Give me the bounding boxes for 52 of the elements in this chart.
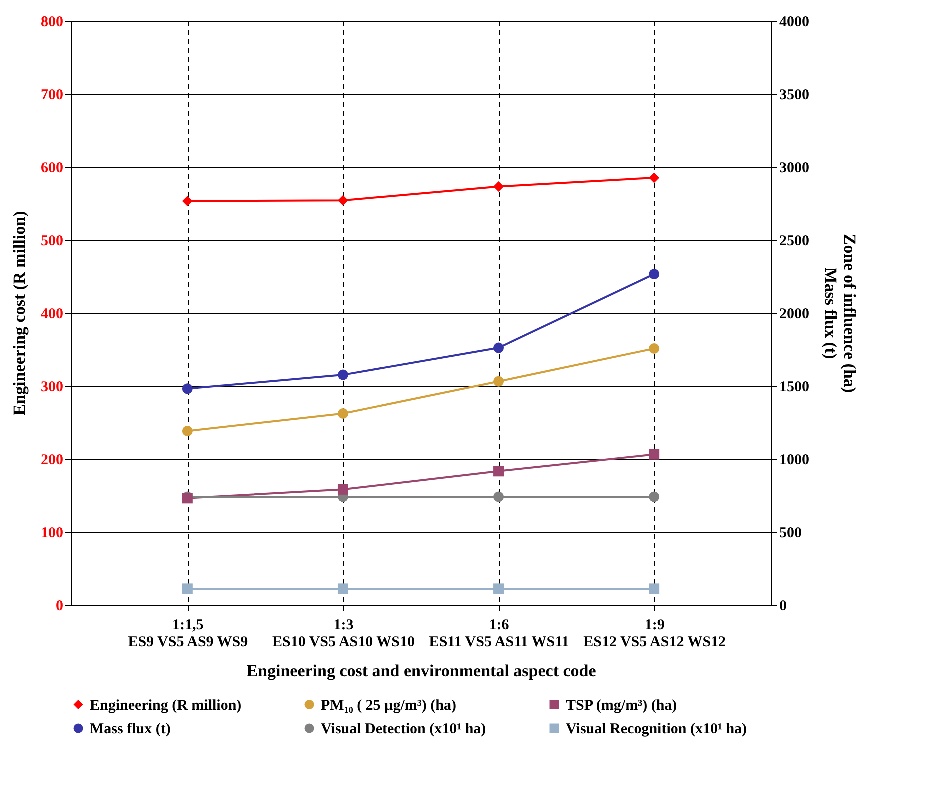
point: [494, 492, 504, 502]
y-tick-label: 0: [56, 598, 64, 614]
x-tick-label: 1:9 ES12 VS5 AS12 WS12: [584, 618, 726, 650]
point: [182, 584, 193, 594]
y-tick-label: 100: [41, 526, 64, 542]
point: [338, 584, 348, 594]
point: [649, 269, 660, 280]
y2-tick-label: 4000: [780, 14, 810, 30]
legend-label: Engineering (R million): [90, 698, 242, 714]
y2-tick-label: 3000: [780, 160, 810, 176]
point: [338, 370, 348, 380]
point: [338, 484, 348, 495]
y2-tick-label: 3500: [780, 88, 810, 104]
point: [182, 196, 193, 207]
point: [338, 195, 348, 206]
y-tick-label: 400: [41, 306, 64, 322]
y-tick-label: 500: [41, 234, 64, 250]
point: [649, 344, 660, 354]
point: [494, 584, 504, 594]
legend-label: Visual Detection (x10¹ ha): [321, 722, 486, 738]
x-tick-label: 1:3 ES10 VS5 AS10 WS10: [272, 618, 415, 650]
point: [649, 449, 660, 460]
legend-label: TSP (mg/m³) (ha): [566, 698, 678, 714]
point: [649, 172, 660, 184]
x-axis-title: Engineering cost and environmental aspect code: [246, 662, 597, 680]
legend-label: Mass flux (t): [90, 722, 171, 738]
point: [494, 342, 504, 354]
y-tick-label: 200: [41, 452, 64, 468]
y2-tick-label: 1000: [780, 452, 810, 468]
y-tick-label: 700: [41, 88, 64, 104]
point: [494, 376, 504, 387]
legend-label: PM₁₀ ( 25 µg/m³) (ha): [321, 698, 456, 714]
y2-tick-label: 0: [780, 598, 787, 614]
legend-label: Visual Recognition (x10¹ ha): [566, 722, 748, 738]
y2-tick-label: 500: [780, 526, 802, 542]
x-tick-label: 1:1,5 ES9 VS5 AS9 WS9: [128, 618, 248, 650]
point: [182, 384, 193, 394]
y2-tick-label: 1500: [780, 380, 810, 396]
y2-axis-title: Zone of influence (ha) Mass flux (t): [822, 234, 860, 394]
x-tick-label: 1:6 ES11 VS5 AS11 WS11: [429, 618, 570, 650]
point: [494, 466, 504, 477]
y-tick-label: 600: [41, 160, 64, 176]
point: [494, 181, 504, 192]
y-axis-title: Engineering cost (R million): [10, 211, 29, 416]
point: [338, 408, 348, 419]
point: [649, 584, 660, 594]
y2-tick-label: 2000: [780, 306, 810, 322]
y-tick-label: 800: [41, 14, 64, 30]
y-tick-label: 300: [41, 380, 64, 396]
y2-tick-label: 2500: [780, 234, 810, 250]
point: [182, 426, 193, 436]
point: [649, 492, 660, 502]
